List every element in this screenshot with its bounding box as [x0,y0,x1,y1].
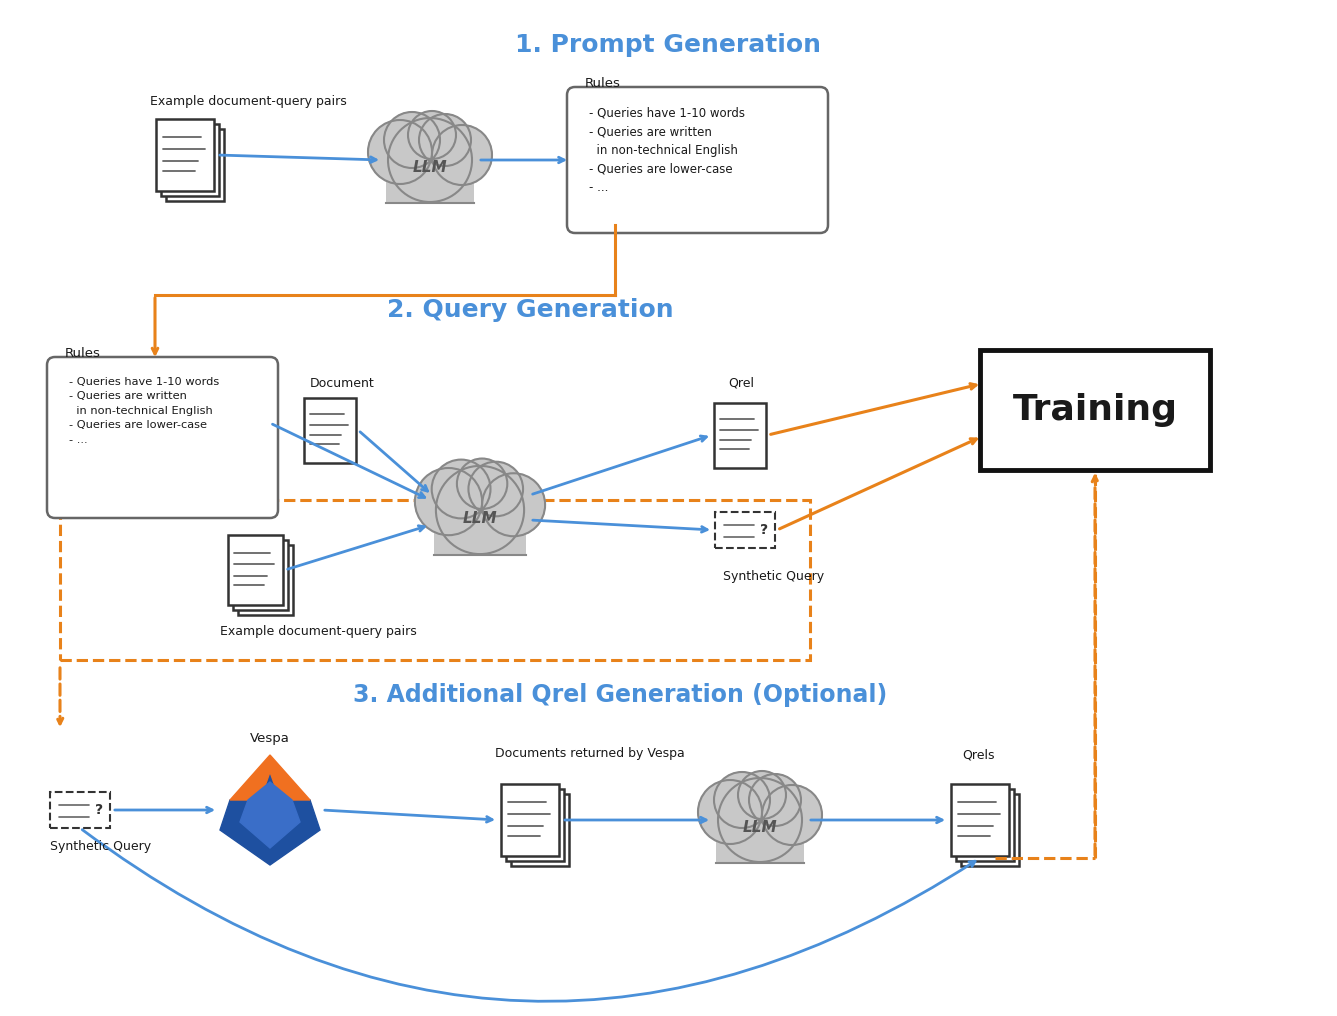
Text: Synthetic Query: Synthetic Query [723,570,824,583]
Circle shape [468,461,523,516]
FancyBboxPatch shape [227,535,282,605]
Text: Document: Document [310,377,374,390]
FancyBboxPatch shape [386,153,475,203]
Text: 2. Query Generation: 2. Query Generation [386,298,674,322]
Circle shape [698,780,762,844]
Polygon shape [221,772,320,865]
FancyBboxPatch shape [715,512,775,548]
Circle shape [432,125,492,185]
Text: LLM: LLM [463,511,497,526]
Text: Vespa: Vespa [250,732,290,745]
Circle shape [418,114,471,166]
Text: - Queries have 1-10 words
- Queries are written
  in non-technical English
- Que: - Queries have 1-10 words - Queries are … [590,107,745,194]
Circle shape [738,771,786,819]
FancyBboxPatch shape [166,129,225,201]
FancyBboxPatch shape [961,793,1019,866]
FancyBboxPatch shape [511,793,570,866]
Text: Example document-query pairs: Example document-query pairs [150,96,346,108]
FancyBboxPatch shape [956,789,1013,861]
FancyBboxPatch shape [567,87,828,233]
Text: 1. Prompt Generation: 1. Prompt Generation [515,33,821,57]
FancyBboxPatch shape [156,119,214,191]
Text: ?: ? [761,523,769,537]
Circle shape [457,458,507,509]
Circle shape [483,473,545,536]
Text: Rules: Rules [586,77,620,90]
Text: LLM: LLM [413,161,448,176]
Text: Qrel: Qrel [729,377,754,390]
Text: Documents returned by Vespa: Documents returned by Vespa [495,747,685,760]
Circle shape [762,785,822,845]
FancyBboxPatch shape [238,545,293,615]
Circle shape [432,459,491,518]
Text: ?: ? [95,803,103,817]
FancyBboxPatch shape [717,813,804,863]
Text: 3. Additional Qrel Generation (Optional): 3. Additional Qrel Generation (Optional) [353,683,888,707]
Text: Qrels: Qrels [963,749,995,762]
Text: Rules: Rules [66,347,100,360]
Circle shape [414,468,483,535]
FancyBboxPatch shape [233,539,287,610]
Circle shape [749,774,801,826]
Circle shape [714,772,770,828]
Text: Synthetic Query: Synthetic Query [49,840,151,853]
FancyBboxPatch shape [47,357,278,518]
FancyBboxPatch shape [160,124,219,196]
Polygon shape [230,755,310,800]
FancyBboxPatch shape [303,397,356,462]
FancyBboxPatch shape [714,402,766,467]
FancyBboxPatch shape [505,789,564,861]
Circle shape [718,778,802,862]
FancyBboxPatch shape [501,784,559,856]
Circle shape [388,118,472,202]
Text: Training: Training [1012,393,1178,427]
Polygon shape [241,782,299,848]
Text: Example document-query pairs: Example document-query pairs [221,625,417,638]
FancyBboxPatch shape [951,784,1009,856]
Circle shape [436,466,524,554]
FancyBboxPatch shape [49,792,110,828]
Text: LLM: LLM [742,821,777,835]
Circle shape [368,120,432,184]
Text: - Queries have 1-10 words
- Queries are written
  in non-technical English
- Que: - Queries have 1-10 words - Queries are … [70,377,219,445]
Circle shape [384,112,440,168]
Circle shape [408,111,456,158]
FancyBboxPatch shape [980,350,1210,470]
FancyBboxPatch shape [433,503,527,555]
